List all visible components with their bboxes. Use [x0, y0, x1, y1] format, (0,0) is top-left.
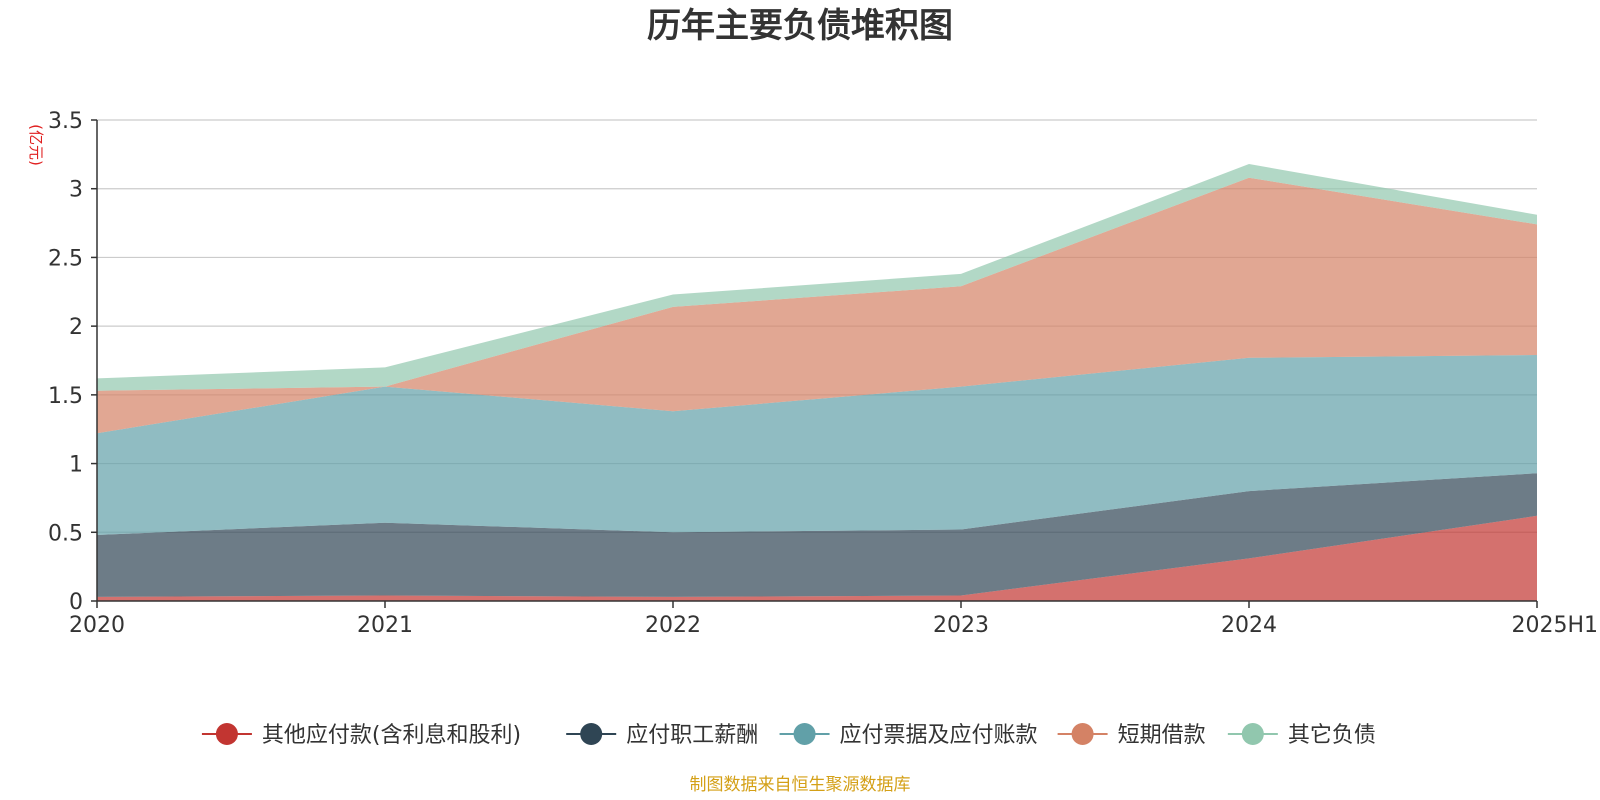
y-tick-label: 0.5 — [48, 521, 83, 546]
y-tick-label: 0 — [69, 590, 83, 615]
legend-item-3: 短期借款 — [1057, 723, 1206, 748]
y-tick-label: 2 — [69, 315, 83, 340]
y-axis-unit-label: (亿元) — [27, 124, 45, 166]
x-tick-label: 2023 — [933, 613, 989, 638]
legend-label: 短期借款 — [1118, 723, 1206, 748]
axes: 0 0.5 1 1.5 2 2.5 3 3.5 2020 2021 2022 2023 2024 2025… — [48, 109, 1598, 638]
legend: 其他应付款(含利息和股利) 应付职工薪酬 应付票据及应付账款 短期借款 其它负债 — [201, 723, 1376, 748]
y-tick-label: 2.5 — [48, 246, 83, 271]
legend-label: 其他应付款(含利息和股利) — [262, 723, 521, 748]
x-tick-label: 2024 — [1221, 613, 1277, 638]
legend-marker — [793, 723, 816, 745]
data-source-note: 制图数据来自恒生聚源数据库 — [690, 775, 911, 795]
legend-marker — [580, 723, 603, 745]
x-tick-label: 2025H1 — [1511, 613, 1598, 638]
legend-item-1: 应付职工薪酬 — [566, 723, 758, 748]
legend-item-4: 其它负债 — [1227, 723, 1376, 748]
x-tick-label: 2021 — [357, 613, 413, 638]
x-tick-label: 2022 — [645, 613, 701, 638]
legend-label: 应付职工薪酬 — [626, 723, 758, 748]
y-tick-label: 3 — [69, 178, 83, 203]
legend-marker — [1071, 723, 1094, 745]
y-tick-label: 3.5 — [48, 109, 83, 134]
chart-title: 历年主要负债堆积图 — [647, 6, 953, 46]
y-tick-label: 1 — [69, 453, 83, 478]
legend-marker — [215, 723, 238, 745]
legend-marker — [1241, 723, 1264, 745]
legend-item-0: 其他应付款(含利息和股利) — [201, 723, 521, 748]
area-series-3 — [97, 177, 1537, 434]
area-series-0 — [97, 515, 1537, 601]
legend-item-2: 应付票据及应付账款 — [779, 723, 1038, 748]
area-series — [96, 163, 1538, 601]
area-series-1 — [97, 473, 1537, 597]
x-tick-label: 2020 — [69, 613, 125, 638]
y-tick-label: 1.5 — [48, 384, 83, 409]
legend-label: 其它负债 — [1288, 723, 1376, 748]
area-series-2 — [97, 355, 1537, 535]
legend-label: 应付票据及应付账款 — [840, 723, 1038, 748]
